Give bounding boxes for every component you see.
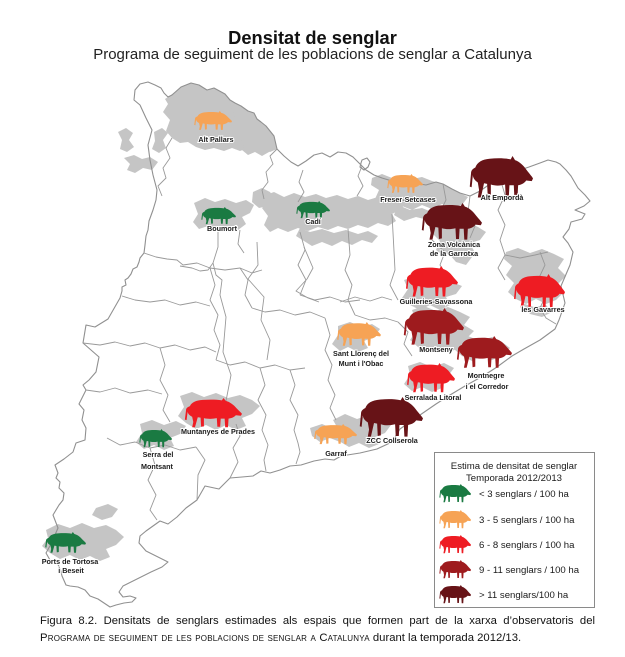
svg-text:9 - 11 senglars / 100 ha: 9 - 11 senglars / 100 ha bbox=[479, 565, 580, 576]
svg-text:< 3 senglars / 100 ha: < 3 senglars / 100 ha bbox=[479, 489, 570, 500]
svg-text:Serralada Litoral: Serralada Litoral bbox=[405, 393, 462, 402]
svg-text:de la Garrotxa: de la Garrotxa bbox=[430, 249, 479, 258]
svg-text:Montnegre: Montnegre bbox=[468, 371, 505, 380]
svg-text:Munt i l'Obac: Munt i l'Obac bbox=[339, 359, 384, 368]
svg-text:i el Corredor: i el Corredor bbox=[466, 382, 509, 391]
svg-text:> 11 senglars/100 ha: > 11 senglars/100 ha bbox=[479, 590, 569, 601]
svg-text:Freser-Setcases: Freser-Setcases bbox=[380, 195, 436, 204]
svg-text:Temporada 2012/2013: Temporada 2012/2013 bbox=[466, 473, 562, 484]
svg-text:Estima de densitat de senglar: Estima de densitat de senglar bbox=[451, 461, 578, 472]
svg-text:les Gavarres: les Gavarres bbox=[521, 305, 564, 314]
svg-text:i Beseit: i Beseit bbox=[58, 566, 84, 575]
svg-text:Boumort: Boumort bbox=[207, 224, 238, 233]
svg-text:Montsant: Montsant bbox=[141, 462, 174, 471]
svg-text:Montseny: Montseny bbox=[419, 345, 453, 354]
svg-text:Cadí: Cadí bbox=[305, 217, 322, 226]
svg-text:Muntanyes de Prades: Muntanyes de Prades bbox=[181, 427, 255, 436]
svg-text:Sant Llorenç del: Sant Llorenç del bbox=[333, 349, 389, 358]
svg-text:3 - 5 senglars / 100 ha: 3 - 5 senglars / 100 ha bbox=[479, 515, 575, 526]
svg-text:6 - 8 senglars / 100 ha: 6 - 8 senglars / 100 ha bbox=[479, 540, 575, 551]
svg-text:Zona Volcànica: Zona Volcànica bbox=[428, 240, 481, 249]
svg-text:Guilleries-Savassona: Guilleries-Savassona bbox=[400, 297, 474, 306]
svg-text:Garraf: Garraf bbox=[325, 449, 347, 458]
svg-text:ZCC Collserola: ZCC Collserola bbox=[366, 436, 419, 445]
svg-text:Ports de Tortosa: Ports de Tortosa bbox=[42, 557, 100, 566]
svg-text:Serra del: Serra del bbox=[143, 450, 174, 459]
svg-text:Alt Pallars: Alt Pallars bbox=[198, 135, 233, 144]
svg-text:Alt Empordà: Alt Empordà bbox=[481, 193, 525, 202]
